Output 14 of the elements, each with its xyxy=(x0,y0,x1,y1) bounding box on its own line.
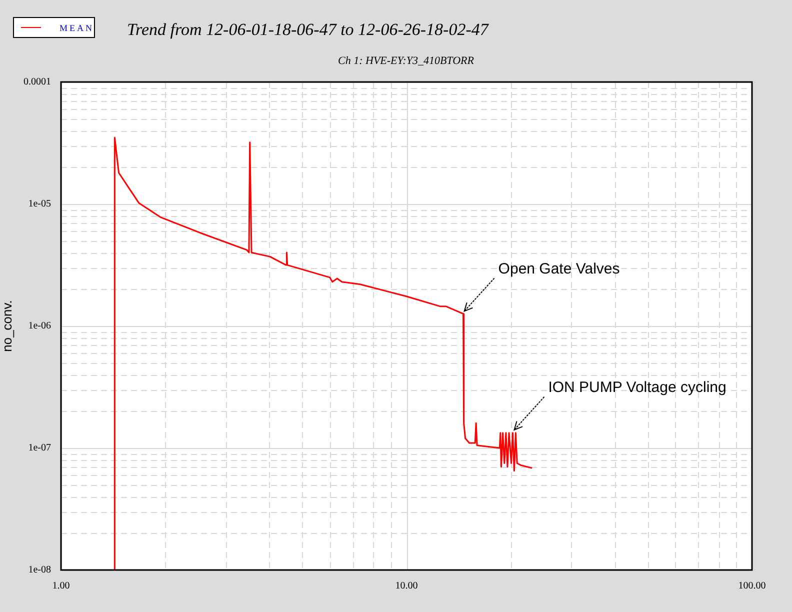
y-tick-label: 0.0001 xyxy=(24,76,51,88)
x-tick-label: 10.00 xyxy=(395,580,418,592)
y-tick-label: 1e-06 xyxy=(28,320,51,332)
legend-label: MEAN xyxy=(60,22,94,32)
y-tick-label: 1e-08 xyxy=(28,564,51,576)
y-axis-title: no_conv. xyxy=(0,300,14,352)
annotation: ION PUMP Voltage cycling xyxy=(548,379,726,396)
chart-title: Trend from 12-06-01-18-06-47 to 12-06-26-18-02-47 xyxy=(127,20,488,40)
x-tick-label: 1.00 xyxy=(52,580,70,592)
y-tick-label: 1e-05 xyxy=(28,198,51,210)
annotation: Open Gate Valves xyxy=(498,260,620,278)
chart-subtitle: Ch 1: HVE-EY:Y3_410BTORR xyxy=(338,55,474,67)
y-tick-label: 1e-07 xyxy=(28,442,51,454)
x-tick-label: 100.00 xyxy=(738,580,766,592)
